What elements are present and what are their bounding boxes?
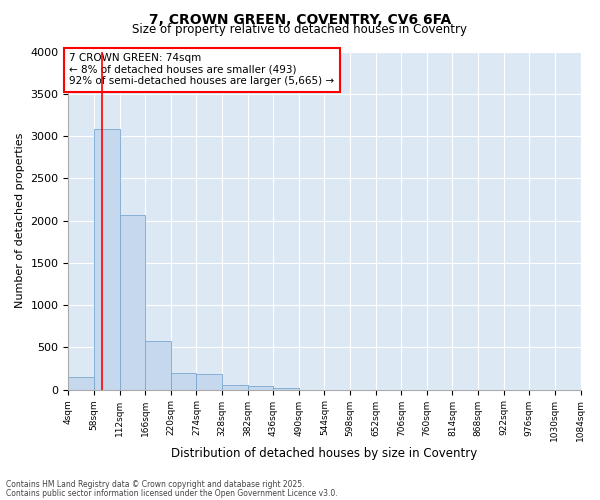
Bar xyxy=(248,386,273,390)
Text: 7, CROWN GREEN, COVENTRY, CV6 6FA: 7, CROWN GREEN, COVENTRY, CV6 6FA xyxy=(149,12,451,26)
Bar xyxy=(196,374,222,390)
Bar xyxy=(94,130,119,390)
Bar xyxy=(119,216,145,390)
Text: Size of property relative to detached houses in Coventry: Size of property relative to detached ho… xyxy=(133,22,467,36)
X-axis label: Distribution of detached houses by size in Coventry: Distribution of detached houses by size … xyxy=(172,447,478,460)
Bar xyxy=(68,377,94,390)
Text: Contains public sector information licensed under the Open Government Licence v3: Contains public sector information licen… xyxy=(6,488,338,498)
Text: 7 CROWN GREEN: 74sqm
← 8% of detached houses are smaller (493)
92% of semi-detac: 7 CROWN GREEN: 74sqm ← 8% of detached ho… xyxy=(70,53,334,86)
Bar xyxy=(273,388,299,390)
Bar xyxy=(145,342,171,390)
Text: Contains HM Land Registry data © Crown copyright and database right 2025.: Contains HM Land Registry data © Crown c… xyxy=(6,480,305,489)
Y-axis label: Number of detached properties: Number of detached properties xyxy=(15,133,25,308)
Bar xyxy=(222,385,248,390)
Bar xyxy=(171,372,196,390)
